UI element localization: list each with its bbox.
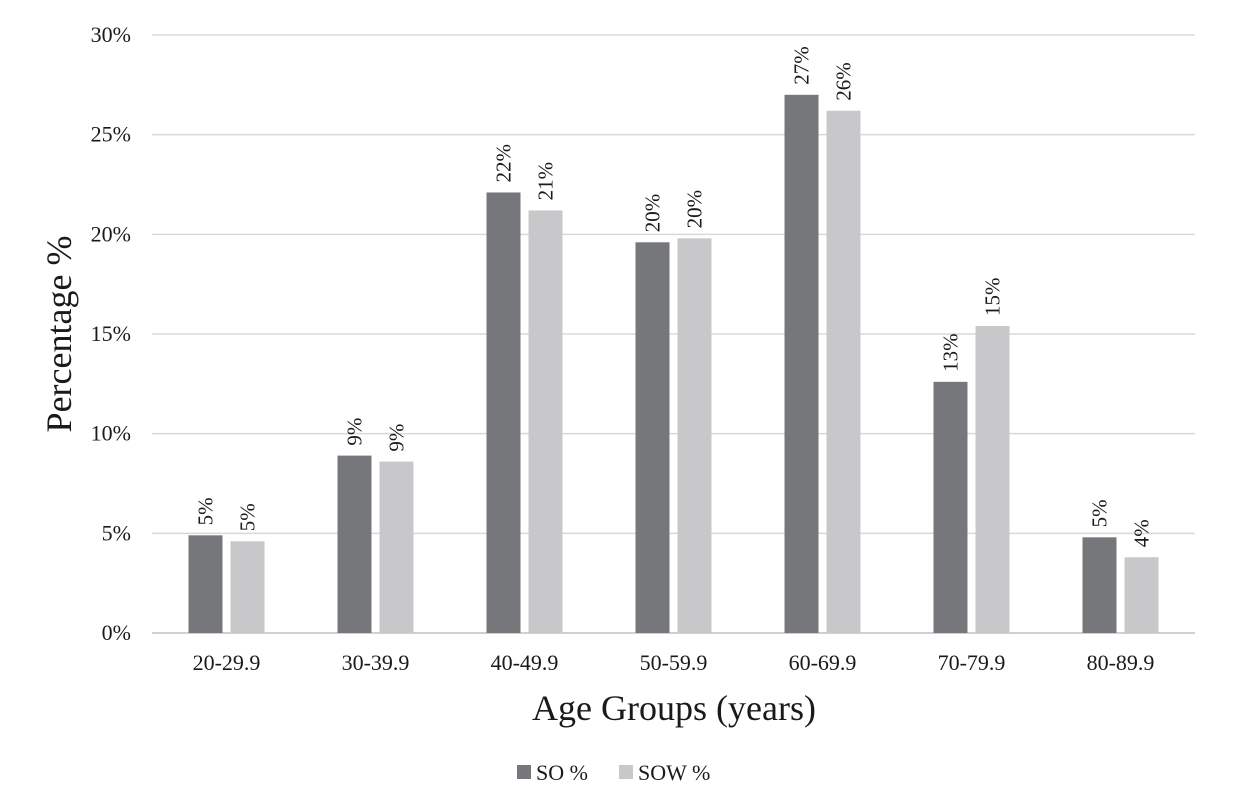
x-tick-label: 30-39.9: [342, 650, 410, 675]
bar-so: [933, 381, 968, 633]
x-tick-label: 50-59.9: [640, 650, 708, 675]
bar-sow: [379, 461, 414, 633]
legend: SO % SOW %: [517, 760, 710, 785]
data-label: 13%: [939, 333, 963, 372]
bar-sow: [230, 541, 265, 633]
bar-sow: [677, 238, 712, 633]
data-label: 4%: [1130, 519, 1154, 547]
bar-sow: [1124, 557, 1159, 633]
x-axis-ticks: 20-29.9 30-39.9 40-49.9 50-59.9 60-69.9 70-79…: [193, 650, 1155, 675]
data-label: 9%: [385, 424, 409, 452]
data-labels: 5% 5% 9% 9% 22% 21% 20% 20% 27% 26% 13% 15% 5% 4%: [194, 46, 1154, 547]
x-tick-label: 40-49.9: [491, 650, 559, 675]
x-tick-label: 80-89.9: [1087, 650, 1155, 675]
data-label: 5%: [194, 497, 218, 525]
legend-swatch: [517, 765, 531, 779]
bar-so: [188, 535, 223, 633]
data-label: 9%: [343, 418, 367, 446]
bar-so: [486, 192, 521, 633]
bar-so: [784, 94, 819, 634]
y-tick-label: 5%: [102, 520, 131, 545]
bar-so: [635, 242, 670, 633]
y-axis-title: Percentage %: [39, 236, 79, 433]
y-axis-ticks: 0% 5% 10% 15% 20% 25% 30%: [91, 22, 131, 645]
legend-label: SOW %: [638, 760, 710, 785]
data-label: 27%: [790, 46, 814, 85]
x-tick-label: 60-69.9: [789, 650, 857, 675]
data-label: 21%: [534, 162, 558, 201]
x-tick-label: 70-79.9: [938, 650, 1006, 675]
y-tick-label: 10%: [91, 421, 131, 446]
data-label: 15%: [981, 278, 1005, 317]
bar-sow: [975, 326, 1010, 633]
y-tick-label: 15%: [91, 321, 131, 346]
x-axis-title: Age Groups (years): [532, 688, 816, 728]
data-label: 20%: [683, 190, 707, 229]
bar-sow: [528, 210, 563, 633]
data-label: 26%: [832, 62, 856, 101]
bar-so: [337, 455, 372, 633]
bar-so: [1082, 537, 1117, 633]
y-tick-label: 25%: [91, 122, 131, 147]
bar-sow: [826, 110, 861, 634]
data-label: 5%: [1088, 499, 1112, 527]
x-tick-label: 20-29.9: [193, 650, 261, 675]
gridlines: [152, 34, 1195, 634]
y-tick-label: 30%: [91, 22, 131, 47]
y-tick-label: 0%: [102, 620, 131, 645]
legend-swatch: [619, 765, 633, 779]
bars: [188, 94, 1159, 634]
data-label: 22%: [492, 144, 516, 183]
y-tick-label: 20%: [91, 221, 131, 246]
data-label: 5%: [236, 503, 260, 531]
data-label: 20%: [641, 194, 665, 233]
legend-label: SO %: [536, 760, 588, 785]
